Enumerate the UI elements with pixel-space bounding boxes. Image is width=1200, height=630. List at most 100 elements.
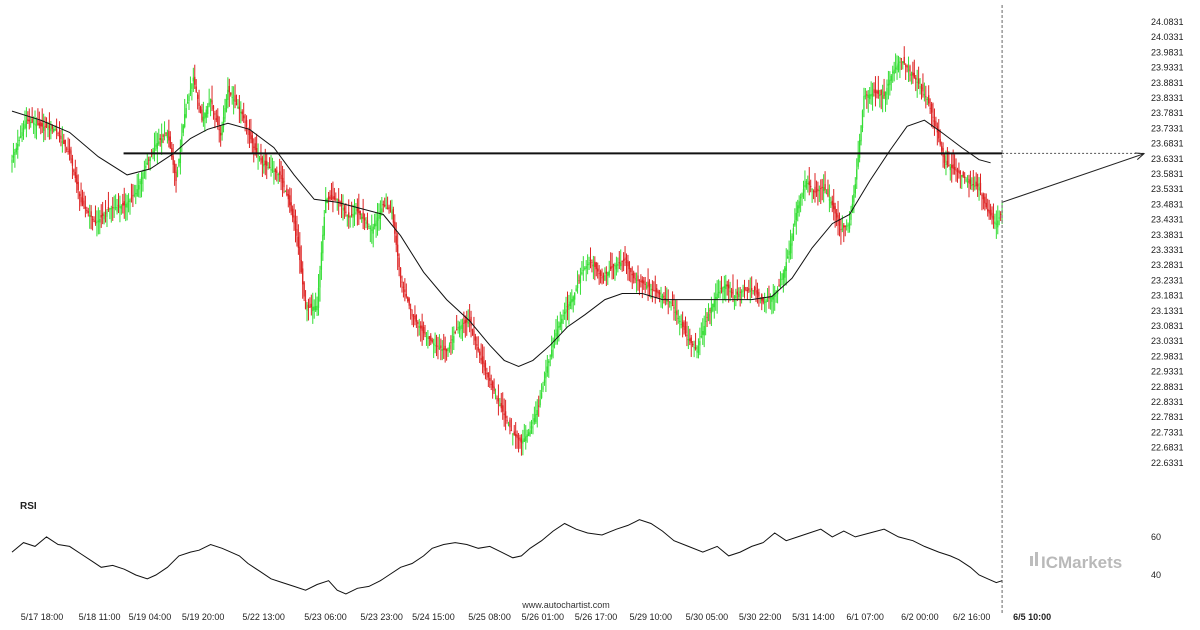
- candle: [907, 56, 910, 83]
- candle-body: [234, 95, 236, 102]
- candle-body: [902, 61, 904, 64]
- price-tick-label: 23.3331: [1151, 245, 1184, 255]
- candle: [919, 78, 921, 95]
- candle-body: [998, 217, 1000, 219]
- candle: [894, 53, 897, 74]
- candle-body: [463, 322, 465, 324]
- candle: [325, 187, 327, 214]
- candle-body: [84, 206, 87, 209]
- candle: [951, 153, 953, 183]
- candle-body: [279, 171, 281, 175]
- candle: [738, 287, 740, 300]
- candle: [569, 292, 572, 310]
- candle: [172, 143, 174, 174]
- candle: [162, 133, 164, 144]
- candle: [628, 261, 631, 282]
- candle-body: [772, 294, 774, 300]
- candle-body: [102, 213, 104, 216]
- candle: [11, 154, 13, 173]
- candle-body: [227, 89, 229, 101]
- candle-body: [729, 290, 731, 293]
- candle-body: [857, 154, 859, 167]
- candle-body: [461, 324, 464, 329]
- candle-body: [624, 257, 626, 261]
- candle-body: [923, 93, 926, 96]
- candle: [574, 292, 576, 306]
- candle-body: [333, 196, 336, 200]
- source-label: www.autochartist.com: [521, 600, 610, 610]
- candle-body: [263, 163, 265, 167]
- candle-body: [956, 170, 959, 172]
- candle-body: [930, 103, 933, 113]
- candle: [723, 275, 725, 301]
- candle-body: [225, 98, 228, 112]
- candle: [681, 311, 684, 338]
- candle-body: [838, 219, 841, 226]
- candle-body: [526, 434, 528, 437]
- candle: [224, 98, 226, 123]
- candle: [558, 321, 560, 342]
- candle: [926, 96, 928, 105]
- candle: [939, 129, 941, 147]
- candle-body: [919, 86, 921, 88]
- candle-body: [290, 202, 292, 212]
- candle: [778, 278, 780, 287]
- candle-body: [787, 256, 789, 259]
- candle: [27, 111, 29, 125]
- candle: [225, 94, 228, 113]
- candle: [198, 89, 200, 113]
- candle: [740, 289, 743, 304]
- candle-body: [250, 131, 252, 140]
- candle: [791, 233, 793, 259]
- time-tick-label: 5/26 01:00: [522, 612, 565, 622]
- candle-body: [294, 220, 297, 230]
- candle: [571, 289, 573, 310]
- candle-body: [409, 308, 412, 311]
- candle: [556, 315, 559, 345]
- candle: [18, 136, 20, 147]
- candle: [643, 277, 645, 290]
- candle: [917, 66, 920, 90]
- candle-body: [850, 213, 852, 220]
- candle-body: [330, 194, 333, 200]
- candle: [60, 129, 62, 147]
- candle: [389, 200, 392, 213]
- candle: [627, 254, 629, 281]
- candle-body: [325, 199, 327, 213]
- candle: [877, 75, 879, 99]
- candle: [286, 184, 288, 197]
- candle: [47, 121, 49, 138]
- candle: [984, 193, 986, 211]
- candle-body: [421, 325, 423, 331]
- candle: [722, 286, 724, 304]
- candle: [135, 184, 137, 205]
- candle-body: [671, 304, 674, 306]
- candle: [690, 334, 692, 357]
- candle-body: [447, 348, 449, 351]
- candle: [702, 318, 704, 345]
- candle: [930, 101, 933, 128]
- candle-body: [539, 399, 541, 406]
- candle-body: [702, 330, 704, 335]
- candle-body: [563, 311, 566, 314]
- candle: [517, 433, 520, 453]
- candle: [76, 166, 78, 193]
- candle: [365, 217, 367, 229]
- candle: [453, 326, 455, 351]
- candle-body: [697, 346, 700, 353]
- candle-body: [840, 229, 842, 231]
- candle: [77, 174, 79, 200]
- candle: [314, 292, 317, 312]
- candle: [500, 392, 502, 413]
- candle-body: [733, 296, 736, 298]
- candle: [112, 197, 114, 221]
- candle-body: [27, 119, 29, 121]
- candle: [294, 209, 297, 243]
- candle: [529, 421, 531, 437]
- candle-body: [851, 203, 854, 212]
- candle: [684, 316, 687, 337]
- candle-body: [209, 98, 212, 103]
- candle-body: [264, 160, 266, 165]
- candle-body: [938, 129, 940, 139]
- candle-body: [245, 119, 248, 127]
